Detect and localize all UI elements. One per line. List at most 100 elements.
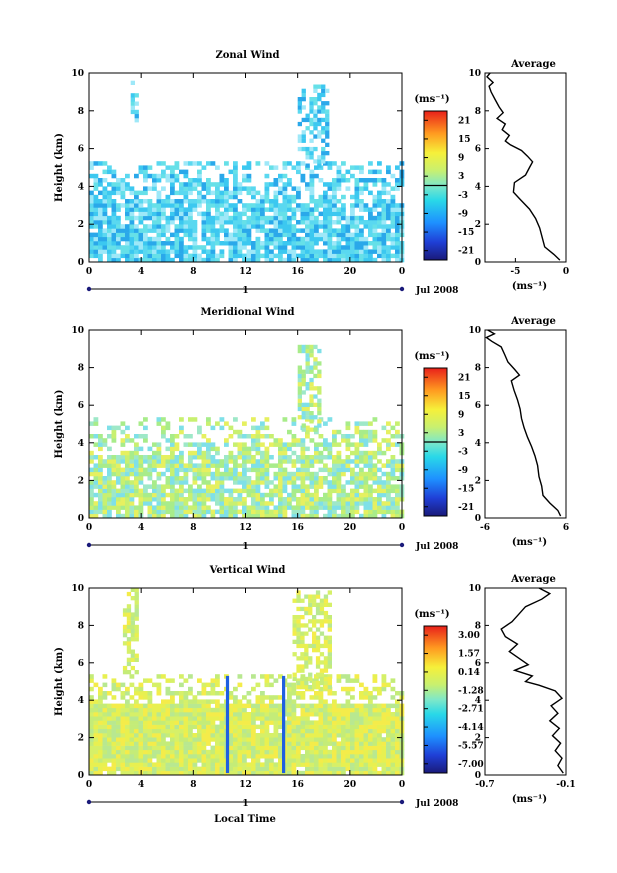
- data-cell: [332, 190, 337, 196]
- data-cell: [134, 653, 139, 658]
- data-cell: [228, 509, 234, 515]
- data-cell: [93, 749, 99, 755]
- data-cell: [251, 249, 256, 254]
- data-cell: [332, 257, 337, 263]
- data-cell: [314, 728, 319, 734]
- data-cell: [206, 249, 211, 254]
- data-cell: [345, 480, 351, 485]
- data-cell: [309, 344, 314, 350]
- data-cell: [300, 471, 306, 477]
- data-cell: [296, 716, 301, 721]
- data-cell: [332, 703, 337, 709]
- data-cell: [317, 130, 322, 135]
- data-cell: [170, 463, 175, 468]
- data-cell: [120, 691, 126, 696]
- data-cell: [93, 203, 99, 208]
- data-cell: [165, 236, 171, 242]
- data-cell: [314, 749, 319, 755]
- data-cell: [309, 415, 314, 420]
- data-cell: [282, 471, 288, 477]
- data-cell: [345, 724, 351, 730]
- data-cell: [315, 602, 321, 607]
- data-cell: [219, 492, 225, 498]
- data-cell: [291, 165, 297, 170]
- data-cell: [336, 215, 342, 221]
- data-cell: [156, 178, 162, 183]
- data-cell: [89, 733, 94, 738]
- data-cell: [93, 253, 99, 259]
- data-cell: [260, 762, 265, 767]
- data-cell: [278, 707, 283, 713]
- data-cell: [308, 676, 313, 682]
- data-cell: [377, 199, 382, 204]
- data-cell: [332, 434, 337, 439]
- data-cell: [237, 770, 243, 776]
- data-cell: [125, 207, 130, 212]
- data-cell: [188, 203, 193, 208]
- data-cell: [345, 749, 351, 755]
- data-cell: [300, 245, 306, 250]
- data-cell: [264, 434, 270, 439]
- data-cell: [197, 442, 202, 447]
- data-cell: [138, 497, 144, 502]
- x-tick-label: 0: [399, 267, 405, 277]
- data-cell: [246, 699, 252, 704]
- data-cell: [183, 224, 189, 229]
- data-cell: [102, 245, 108, 250]
- data-cell: [122, 670, 128, 675]
- data-cell: [336, 728, 342, 734]
- data-cell: [363, 463, 369, 468]
- data-cell: [228, 501, 234, 506]
- data-cell: [260, 241, 265, 246]
- data-cell: [255, 442, 261, 447]
- data-cell: [156, 211, 162, 217]
- data-cell: [98, 182, 103, 187]
- data-cell: [305, 126, 310, 131]
- data-cell: [372, 724, 378, 730]
- data-cell: [206, 450, 211, 456]
- data-cell: [179, 505, 184, 510]
- data-cell: [260, 199, 265, 204]
- data-cell: [264, 737, 270, 742]
- data-cell: [300, 207, 306, 212]
- data-cell: [246, 513, 252, 519]
- data-cell: [278, 215, 283, 221]
- data-cell: [170, 438, 175, 443]
- data-cell: [327, 716, 333, 721]
- data-cell: [325, 134, 330, 139]
- data-cell: [206, 716, 211, 721]
- data-cell: [107, 220, 112, 225]
- data-cell: [206, 762, 211, 767]
- data-cell: [381, 425, 387, 431]
- data-cell: [165, 178, 171, 183]
- data-cell: [210, 224, 216, 229]
- data-cell: [98, 724, 103, 730]
- data-cell: [206, 480, 211, 485]
- data-cell: [125, 712, 130, 717]
- data-cell: [242, 707, 247, 713]
- data-cell: [179, 720, 184, 725]
- data-cell: [354, 480, 360, 485]
- data-cell: [260, 207, 265, 212]
- data-cell: [260, 707, 265, 713]
- data-cell: [291, 207, 297, 212]
- data-cell: [354, 455, 360, 460]
- data-cell: [161, 455, 166, 460]
- data-cell: [161, 434, 166, 439]
- data-cell: [143, 749, 148, 755]
- data-cell: [170, 488, 175, 494]
- data-cell: [368, 438, 373, 443]
- data-cell: [291, 463, 297, 468]
- data-cell: [107, 455, 112, 460]
- data-cell: [161, 173, 166, 179]
- data-cell: [313, 394, 318, 399]
- data-cell: [192, 228, 198, 233]
- data-cell: [170, 728, 175, 734]
- data-cell: [102, 442, 108, 447]
- data-cell: [386, 712, 391, 717]
- data-cell: [327, 501, 333, 506]
- data-cell: [116, 682, 121, 688]
- data-cell: [372, 178, 378, 183]
- data-cell: [377, 770, 382, 776]
- data-cell: [291, 513, 297, 519]
